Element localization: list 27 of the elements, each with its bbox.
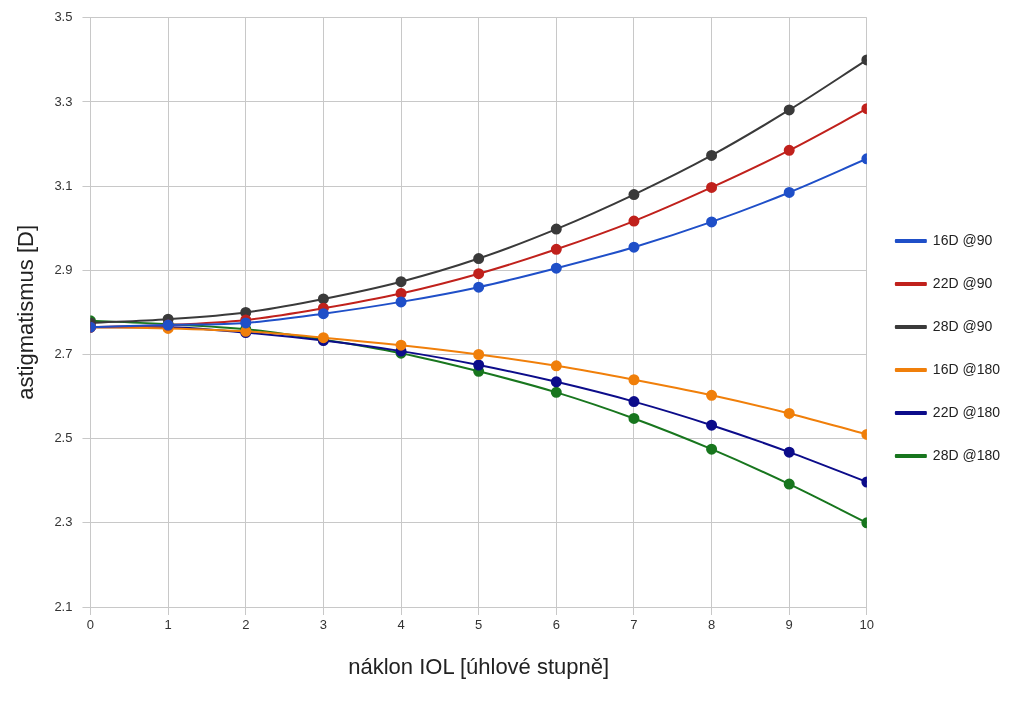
x-tick-label: 9 xyxy=(785,617,793,633)
x-tick-label: 2 xyxy=(242,617,250,633)
y-tick-label: 3.3 xyxy=(54,93,73,109)
y-tick-label: 3.1 xyxy=(54,177,73,193)
y-tick-label: 2.9 xyxy=(54,261,73,277)
legend-label: 28D @90 xyxy=(932,317,993,334)
y-tick-label: 2.5 xyxy=(54,430,73,446)
legend-label: 28D @180 xyxy=(932,446,1001,463)
y-tick-label: 2.1 xyxy=(54,598,73,614)
y-axis-title: astigmatismus [D] xyxy=(13,224,39,400)
x-tick-label: 7 xyxy=(630,617,638,633)
x-tick-label: 4 xyxy=(397,617,405,633)
legend-label: 22D @90 xyxy=(932,274,993,291)
legend-label: 16D @180 xyxy=(932,360,1001,377)
legend-label: 22D @180 xyxy=(932,403,1001,420)
y-tick-label: 2.7 xyxy=(54,346,73,362)
legend-label: 16D @90 xyxy=(932,231,993,248)
x-tick-label: 3 xyxy=(319,617,327,633)
x-tick-label: 1 xyxy=(164,617,172,633)
x-tick-label: 10 xyxy=(859,617,875,633)
y-tick-label: 3.5 xyxy=(54,9,73,25)
x-tick-label: 8 xyxy=(707,617,716,633)
x-tick-label: 0 xyxy=(86,617,95,633)
x-tick-label: 5 xyxy=(475,617,483,633)
x-axis-title: náklon IOL [úhlové stupně] xyxy=(348,653,610,679)
x-tick-label: 6 xyxy=(552,617,560,633)
y-tick-label: 2.3 xyxy=(54,514,73,530)
